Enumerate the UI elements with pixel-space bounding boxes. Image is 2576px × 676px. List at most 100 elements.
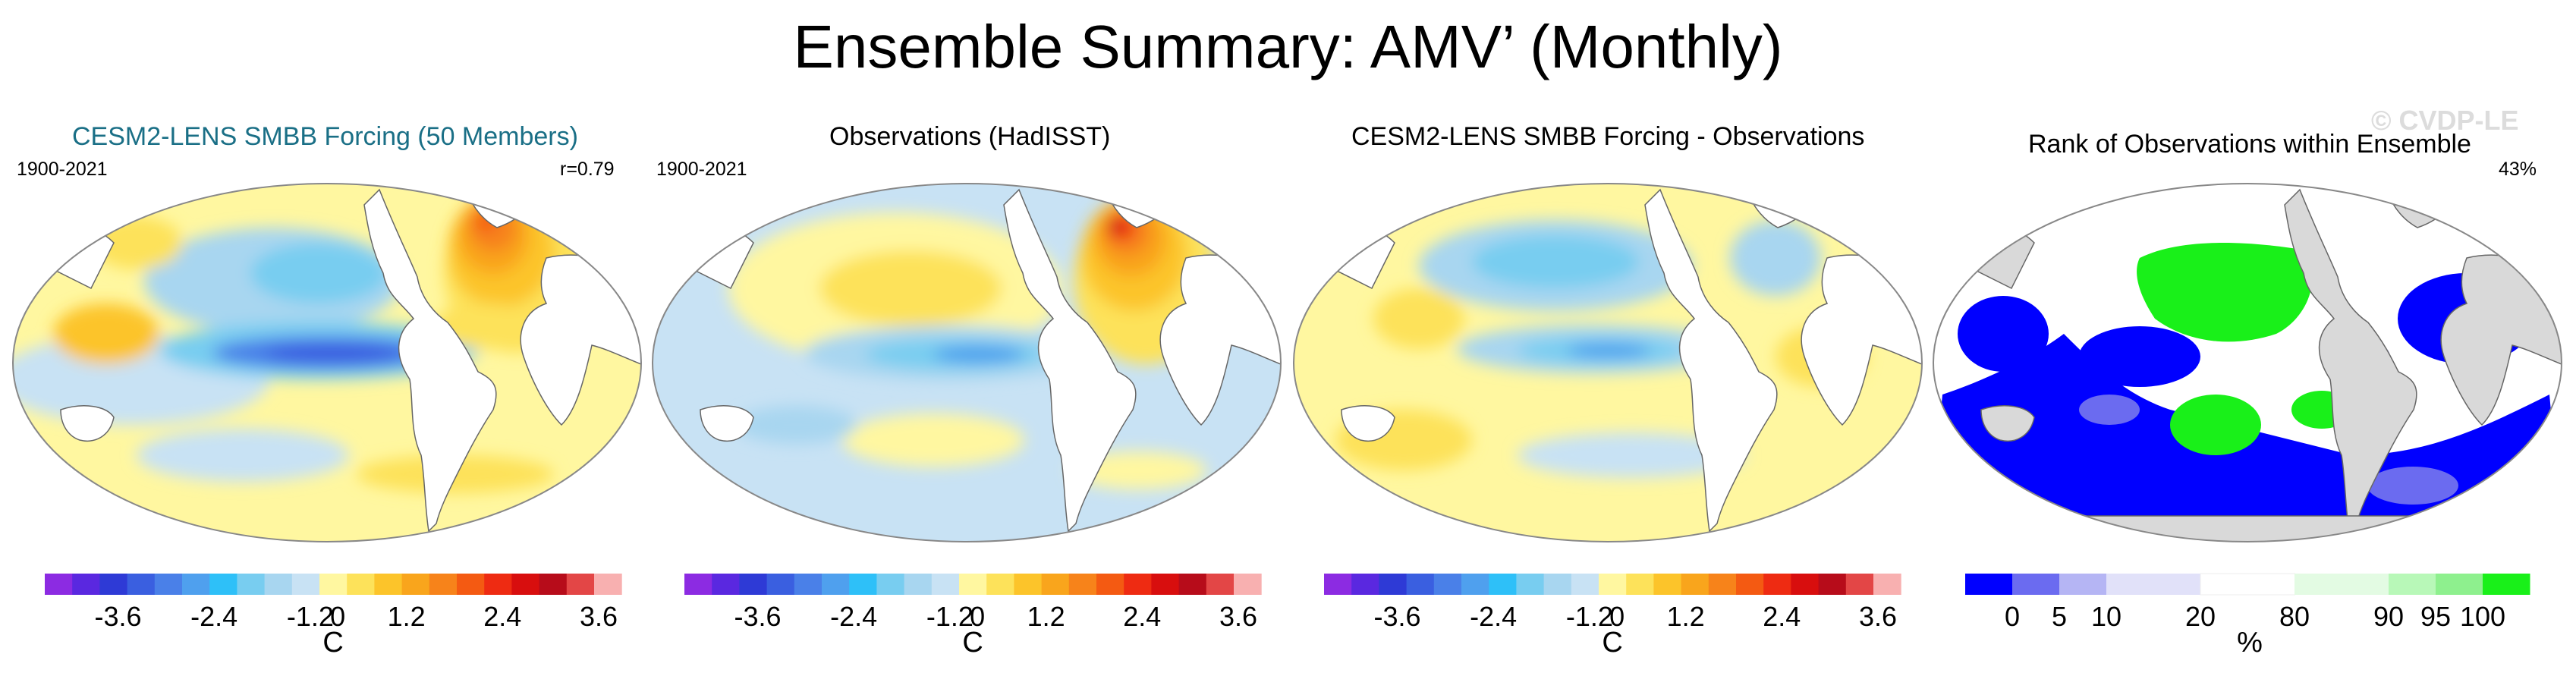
panel3-colorbar-swatch xyxy=(1653,574,1682,595)
panel2-colorbar-swatch xyxy=(1151,574,1180,595)
panel3-colorbar-swatch xyxy=(1845,574,1874,595)
panel2-colorbar-swatch xyxy=(794,574,822,595)
panel2-colorbar-swatch xyxy=(904,574,933,595)
panel3-colorbar-swatch xyxy=(1599,574,1627,595)
panel3-colorbar-tick: 2.4 xyxy=(1763,601,1801,632)
panel2-colorbar-swatch xyxy=(739,574,768,595)
panel1-colorbar-tick: 0 xyxy=(330,601,346,632)
panel1-colorbar-swatch xyxy=(45,574,73,595)
panel3-colorbar-swatch xyxy=(1681,574,1709,595)
panel3-colorbar-swatch xyxy=(1516,574,1545,595)
panel4-colorbar-swatch xyxy=(1965,574,2013,595)
panel1-colorbar-tick: 3.6 xyxy=(579,601,618,632)
panel4-colorbar-swatch xyxy=(2059,574,2107,595)
panel3-colorbar-swatch xyxy=(1406,574,1435,595)
panel3-colorbar-tick: 3.6 xyxy=(1858,601,1898,632)
panel4-colorbar-tick: 90 xyxy=(2373,601,2405,632)
panel1-colorbar-tick: -2.4 xyxy=(190,601,238,632)
panel4-colorbar-swatch xyxy=(2483,574,2530,595)
panel2-colorbar-swatch xyxy=(1068,574,1097,595)
panel1-colorbar-tick: 1.2 xyxy=(387,601,426,632)
panel2-colorbar-swatch xyxy=(766,574,795,595)
panel1-colorbar-swatch xyxy=(347,574,375,595)
panel2-colorbar-tick: -3.6 xyxy=(734,601,782,632)
panel4-title: Rank of Observations within Ensemble xyxy=(2028,130,2471,159)
panel4-colorbar-swatch xyxy=(2389,574,2436,595)
panel1-colorbar-unit: C xyxy=(322,627,344,659)
panel3-colorbar-swatch xyxy=(1571,574,1599,595)
panel3-colorbar-swatch xyxy=(1791,574,1820,595)
panel2-colorbar-swatch xyxy=(712,574,740,595)
panel1-colorbar-swatch xyxy=(209,574,237,595)
panel1-colorbar-swatch xyxy=(99,574,128,595)
panel4-colorbar-tick: 80 xyxy=(2279,601,2310,632)
panel3-colorbar-unit: C xyxy=(1602,627,1623,659)
panel3-colorbar-tick: 1.2 xyxy=(1666,601,1705,632)
panel2-colorbar-swatch xyxy=(959,574,987,595)
panel1-colorbar-swatch xyxy=(237,574,266,595)
panel3-colorbar-swatch xyxy=(1379,574,1408,595)
panel2-colorbar-swatch xyxy=(1096,574,1124,595)
panel1-colorbar-swatch xyxy=(511,574,540,595)
panel2-colorbar-swatch xyxy=(1206,574,1235,595)
panel2-colorbar-swatch xyxy=(822,574,850,595)
panel2-colorbar-tick: 3.6 xyxy=(1219,601,1258,632)
panel3-colorbar-swatch xyxy=(1433,574,1462,595)
panel1-colorbar-swatch xyxy=(154,574,183,595)
panel3-colorbar-swatch xyxy=(1736,574,1764,595)
panel4-colorbar-unit: % xyxy=(2237,627,2263,659)
panel3-colorbar-swatch xyxy=(1461,574,1489,595)
panel4-colorbar-tick: 20 xyxy=(2184,601,2216,632)
panel3-colorbar-swatch xyxy=(1708,574,1737,595)
panel3-colorbar-tick: -3.6 xyxy=(1373,601,1421,632)
panel1-colorbar-swatch xyxy=(594,574,622,595)
panel2-colorbar-swatch xyxy=(1014,574,1043,595)
panel3-colorbar-swatch xyxy=(1818,574,1847,595)
panel2-colorbar-tick: 1.2 xyxy=(1027,601,1065,632)
panel1-colorbar-swatch xyxy=(127,574,156,595)
panel1-colorbar-tick: -3.6 xyxy=(94,601,142,632)
panel2-colorbar-swatch xyxy=(1234,574,1262,595)
panel1-colorbar-swatch xyxy=(429,574,458,595)
panel2-colorbar-tick: 0 xyxy=(970,601,986,632)
panel1-colorbar-swatch xyxy=(291,574,320,595)
panel2-map xyxy=(653,184,1281,542)
panel3-colorbar-swatch xyxy=(1873,574,1901,595)
panel1-period-label: 1900-2021 xyxy=(17,159,108,180)
panel2-colorbar-swatch xyxy=(1124,574,1152,595)
panel1-colorbar-swatch xyxy=(484,574,512,595)
panel2-colorbar-tick: -2.4 xyxy=(830,601,878,632)
panel4-colorbar-tick: 100 xyxy=(2459,601,2506,632)
panel3-colorbar-swatch xyxy=(1351,574,1379,595)
figure-title: Ensemble Summary: AMV’ (Monthly) xyxy=(793,13,1783,80)
panel1-colorbar-swatch xyxy=(182,574,210,595)
panel4-rank-label: 43% xyxy=(2499,159,2537,180)
panel2-colorbar-tick: -1.2 xyxy=(926,601,973,632)
panel4-map xyxy=(1933,184,2562,542)
panel1-colorbar-tick: 2.4 xyxy=(483,601,522,632)
panel2-colorbar-swatch xyxy=(986,574,1014,595)
panel3-title: CESM2-LENS SMBB Forcing - Observations xyxy=(1351,122,1865,151)
panel1-colorbar-tick: -1.2 xyxy=(286,601,334,632)
panel2-title: Observations (HadISST) xyxy=(829,122,1111,151)
panel1-colorbar-swatch xyxy=(539,574,568,595)
panel3-colorbar-tick: -1.2 xyxy=(1565,601,1613,632)
panel4-colorbar-swatch xyxy=(2200,573,2295,596)
panel1-correlation-label: r=0.79 xyxy=(560,159,615,180)
panel4-colorbar-swatch xyxy=(2012,574,2060,595)
panel3-colorbar-swatch xyxy=(1763,574,1791,595)
panel3-map xyxy=(1294,184,1922,542)
panel1-colorbar-swatch xyxy=(264,574,293,595)
panel3-colorbar-tick: -2.4 xyxy=(1470,601,1518,632)
panel1-colorbar-swatch xyxy=(374,574,403,595)
cvdp-watermark: © CVDP-LE xyxy=(2371,105,2519,136)
panel3-colorbar-tick: 0 xyxy=(1609,601,1625,632)
panel3-colorbar-swatch xyxy=(1626,574,1654,595)
panel3-colorbar-swatch xyxy=(1324,574,1352,595)
panel4-colorbar-tick: 10 xyxy=(2090,601,2122,632)
panel4-colorbar-tick: 5 xyxy=(2051,601,2068,632)
panel2-colorbar-swatch xyxy=(931,574,960,595)
panel2-colorbar-swatch xyxy=(849,574,877,595)
panel1-map xyxy=(13,184,641,542)
